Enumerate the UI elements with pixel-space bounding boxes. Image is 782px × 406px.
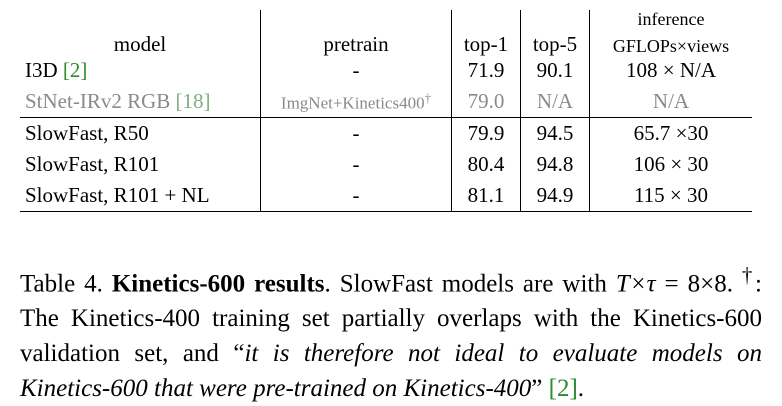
cell-inference: 115 × 30 (589, 180, 752, 212)
header-inference: inference GFLOPs×views (589, 9, 752, 56)
caption-text4: ” (531, 375, 549, 403)
table-row: StNet-IRv2 RGB [18] ImgNet+Kinetics400† … (20, 86, 752, 118)
header-inference-line2: GFLOPs×views (612, 36, 730, 56)
caption-quote: it is therefore not ideal to evaluate mo… (20, 340, 762, 403)
header-top1: top-1 (451, 10, 521, 55)
cell-top1: 79.0 (451, 86, 521, 118)
caption-title: Kinetics-600 results (111, 270, 325, 298)
header-model: model (113, 32, 167, 56)
table-row: SlowFast, R50 - 79.9 94.5 65.7 ×30 (20, 117, 752, 149)
cell-model: SlowFast, R101 (25, 152, 160, 176)
cell-inference: 106 × 30 (589, 149, 752, 180)
cell-pretrain: - (260, 180, 452, 212)
cell-top1: 71.9 (451, 55, 521, 86)
kinetics600-results-table: model pretrain top-1 top-5 inference GFL… (20, 10, 752, 212)
cell-model: StNet-IRv2 RGB [18] (20, 86, 261, 118)
caption-text1: . SlowFast models are with (324, 270, 616, 298)
cell-pretrain: - (260, 149, 452, 180)
cell-model: SlowFast, R101 + NL (20, 180, 261, 212)
caption-text3: : The Kinetics-400 training set partiall… (20, 270, 762, 368)
model-name: StNet-IRv2 RGB (25, 89, 176, 113)
citation-link[interactable]: [2] (62, 58, 88, 82)
cell-top5: 94.5 (520, 117, 590, 149)
table-header-row: model pretrain top-1 top-5 inference GFL… (20, 10, 752, 55)
header-inference-line1: inference (637, 9, 705, 29)
header-top5: top-5 (520, 10, 590, 55)
table-row: I3D [2] - 71.9 90.1 108 × N/A (20, 55, 752, 86)
cell-top5: N/A (520, 86, 590, 118)
cell-top1: 81.1 (451, 180, 521, 212)
table-row: SlowFast, R101 + NL - 81.1 94.9 115 × 30 (20, 180, 752, 212)
table-caption: Table 4. Kinetics-600 results. SlowFast … (20, 258, 762, 406)
cell-top1: 79.9 (451, 117, 521, 149)
cell-top5: 94.9 (520, 180, 590, 212)
caption-dagger: † (741, 263, 756, 287)
cell-pretrain: ImgNet+Kinetics400† (260, 86, 452, 118)
results-table-container: model pretrain top-1 top-5 inference GFL… (20, 10, 762, 212)
cell-inference: N/A (589, 86, 752, 118)
caption-prefix: Table 4. (20, 270, 112, 298)
caption-citation-link[interactable]: [2] (548, 375, 578, 403)
caption-text2: = 8×8. (655, 270, 742, 298)
cell-model: I3D [2] (20, 55, 261, 86)
cell-pretrain: - (260, 117, 452, 149)
caption-end: . (577, 375, 585, 403)
cell-model: SlowFast, R50 (20, 117, 261, 149)
citation-link[interactable]: [18] (175, 89, 211, 113)
header-pretrain: pretrain (260, 10, 452, 55)
cell-top1: 80.4 (451, 149, 521, 180)
cell-inference: 108 × N/A (589, 55, 752, 86)
table-row: SlowFast, R101 - 80.4 94.8 106 × 30 (20, 149, 752, 180)
cell-top5: 94.8 (520, 149, 590, 180)
cell-inference: 65.7 ×30 (589, 117, 752, 149)
pretrain-text: ImgNet+Kinetics400 (280, 93, 425, 113)
caption-math: T×τ (615, 270, 656, 298)
cell-pretrain: - (260, 55, 452, 86)
dagger-mark: † (424, 90, 432, 106)
cell-top5: 90.1 (520, 55, 590, 86)
model-name: I3D (25, 58, 63, 82)
